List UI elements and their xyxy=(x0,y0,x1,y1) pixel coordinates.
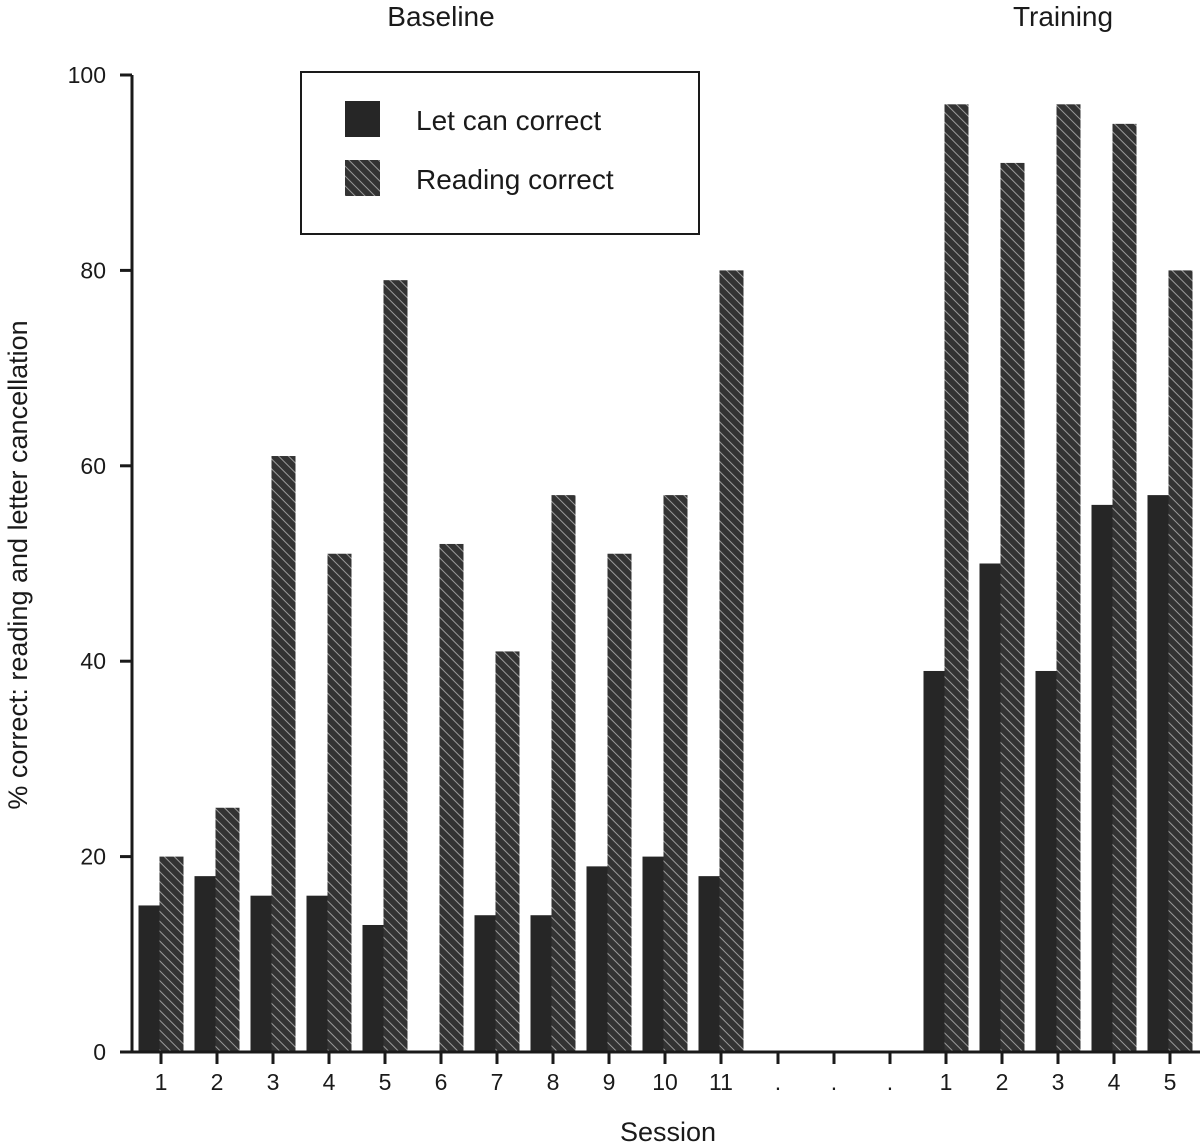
legend-box xyxy=(300,71,700,235)
section-title-baseline: Baseline xyxy=(387,1,494,32)
x-tick-label-baseline-3: 3 xyxy=(267,1069,280,1095)
bar-reading-baseline-4 xyxy=(327,553,352,1052)
bar-let-can-baseline-8 xyxy=(530,915,555,1052)
x-tick-label-baseline-5: 5 xyxy=(379,1069,392,1095)
x-tick-label-baseline-9: 9 xyxy=(603,1069,616,1095)
bar-reading-baseline-10 xyxy=(663,495,688,1052)
bar-let-can-baseline-9 xyxy=(586,866,611,1052)
section-title-training: Training xyxy=(1013,1,1113,32)
bar-let-can-baseline-1 xyxy=(138,905,163,1052)
bar-reading-baseline-7 xyxy=(495,651,520,1052)
bar-reading-training-1 xyxy=(944,104,969,1052)
x-tick-label-training-1: 1 xyxy=(940,1069,953,1095)
x-tick-label-baseline-1: 1 xyxy=(155,1069,168,1095)
bar-let-can-baseline-3 xyxy=(250,895,275,1052)
bar-let-can-baseline-10 xyxy=(642,856,667,1052)
bar-reading-training-5 xyxy=(1168,270,1193,1052)
x-tick-label-training-3: 3 xyxy=(1052,1069,1065,1095)
bar-let-can-training-1 xyxy=(923,670,948,1052)
x-ticks: 1 2 3 4 5 6 7 8 9 10 11... 1 2 3 4 5 xyxy=(155,1052,1177,1095)
bar-reading-baseline-8 xyxy=(551,495,576,1052)
x-tick-label-training-4: 4 xyxy=(1108,1069,1121,1095)
y-ticks: 0 20 40 60 80 100 xyxy=(68,62,132,1065)
bar-reading-training-4 xyxy=(1112,123,1137,1053)
legend-label-reading: Reading correct xyxy=(416,164,614,195)
legend-swatch-reading xyxy=(345,160,380,196)
legend: Let can correct Reading correct xyxy=(300,71,700,235)
bar-reading-training-3 xyxy=(1056,104,1081,1052)
bar-reading-baseline-9 xyxy=(607,553,632,1052)
y-tick-label-20: 20 xyxy=(80,844,106,870)
x-tick-label-baseline-2: 2 xyxy=(211,1069,224,1095)
y-tick-label-100: 100 xyxy=(68,62,106,88)
bar-reading-baseline-1 xyxy=(159,856,184,1052)
bar-let-can-training-4 xyxy=(1091,504,1116,1052)
legend-swatch-let-can xyxy=(345,101,380,137)
x-tick-label-baseline-10: 10 xyxy=(652,1069,678,1095)
x-tick-label-training-2: 2 xyxy=(996,1069,1009,1095)
bar-let-can-baseline-5 xyxy=(362,924,387,1052)
bar-let-can-training-3 xyxy=(1035,670,1060,1052)
x-tick-label-baseline-8: 8 xyxy=(547,1069,560,1095)
x-tick-label-training-5: 5 xyxy=(1164,1069,1177,1095)
y-axis-label: % correct: reading and letter cancellati… xyxy=(3,320,33,809)
bar-let-can-baseline-11 xyxy=(698,876,723,1052)
bars-group xyxy=(138,104,1193,1053)
y-tick-label-40: 40 xyxy=(80,648,106,674)
x-tick-label-gap-3: . xyxy=(887,1069,893,1095)
legend-label-let-can: Let can correct xyxy=(416,105,601,136)
x-tick-label-baseline-11: 11 xyxy=(709,1069,733,1095)
x-tick-label-baseline-6: 6 xyxy=(435,1069,448,1095)
bar-reading-training-2 xyxy=(1000,162,1025,1052)
bar-let-can-baseline-2 xyxy=(194,876,219,1052)
x-tick-label-baseline-4: 4 xyxy=(323,1069,336,1095)
x-tick-label-gap-1: . xyxy=(775,1069,781,1095)
x-tick-label-baseline-7: 7 xyxy=(491,1069,504,1095)
bar-let-can-training-5 xyxy=(1147,495,1172,1052)
bar-reading-baseline-11 xyxy=(719,270,744,1052)
bar-reading-baseline-6 xyxy=(439,543,464,1052)
y-tick-label-60: 60 xyxy=(80,453,106,479)
x-axis-label: Session xyxy=(620,1117,716,1144)
bar-reading-baseline-2 xyxy=(215,807,240,1052)
bar-reading-baseline-3 xyxy=(271,456,296,1052)
x-tick-label-gap-2: . xyxy=(831,1069,837,1095)
bar-let-can-baseline-4 xyxy=(306,895,331,1052)
y-tick-label-80: 80 xyxy=(80,257,106,283)
bar-reading-baseline-5 xyxy=(383,280,408,1052)
bar-let-can-training-2 xyxy=(979,563,1004,1052)
bar-let-can-baseline-7 xyxy=(474,915,499,1052)
y-tick-label-0: 0 xyxy=(93,1039,106,1065)
